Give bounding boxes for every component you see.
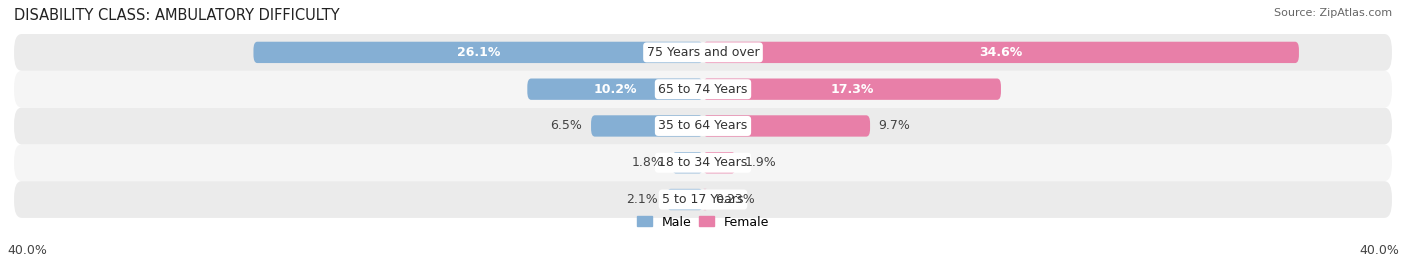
Text: 0.23%: 0.23%	[716, 193, 755, 206]
FancyBboxPatch shape	[703, 79, 1001, 100]
FancyBboxPatch shape	[14, 34, 1392, 71]
Text: 26.1%: 26.1%	[457, 46, 501, 59]
Text: 40.0%: 40.0%	[1360, 244, 1399, 257]
FancyBboxPatch shape	[591, 115, 703, 137]
FancyBboxPatch shape	[14, 71, 1392, 107]
Text: 35 to 64 Years: 35 to 64 Years	[658, 120, 748, 132]
Text: 1.9%: 1.9%	[744, 156, 776, 169]
FancyBboxPatch shape	[14, 107, 1392, 144]
FancyBboxPatch shape	[703, 152, 735, 173]
Text: 17.3%: 17.3%	[831, 83, 873, 96]
Text: 9.7%: 9.7%	[879, 120, 911, 132]
FancyBboxPatch shape	[703, 189, 707, 210]
FancyBboxPatch shape	[14, 144, 1392, 181]
Text: 34.6%: 34.6%	[980, 46, 1022, 59]
Text: 75 Years and over: 75 Years and over	[647, 46, 759, 59]
FancyBboxPatch shape	[703, 115, 870, 137]
Text: 2.1%: 2.1%	[627, 193, 658, 206]
FancyBboxPatch shape	[527, 79, 703, 100]
Text: 5 to 17 Years: 5 to 17 Years	[662, 193, 744, 206]
FancyBboxPatch shape	[253, 42, 703, 63]
Text: 65 to 74 Years: 65 to 74 Years	[658, 83, 748, 96]
Text: 1.8%: 1.8%	[631, 156, 664, 169]
FancyBboxPatch shape	[14, 181, 1392, 218]
Text: 18 to 34 Years: 18 to 34 Years	[658, 156, 748, 169]
Legend: Male, Female: Male, Female	[637, 215, 769, 229]
Text: Source: ZipAtlas.com: Source: ZipAtlas.com	[1274, 8, 1392, 18]
FancyBboxPatch shape	[666, 189, 703, 210]
Text: 6.5%: 6.5%	[551, 120, 582, 132]
Text: 40.0%: 40.0%	[7, 244, 46, 257]
Text: DISABILITY CLASS: AMBULATORY DIFFICULTY: DISABILITY CLASS: AMBULATORY DIFFICULTY	[14, 8, 340, 23]
Text: 10.2%: 10.2%	[593, 83, 637, 96]
FancyBboxPatch shape	[672, 152, 703, 173]
FancyBboxPatch shape	[703, 42, 1299, 63]
